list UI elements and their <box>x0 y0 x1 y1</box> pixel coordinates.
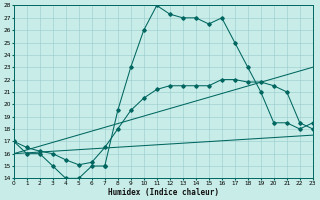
X-axis label: Humidex (Indice chaleur): Humidex (Indice chaleur) <box>108 188 219 197</box>
